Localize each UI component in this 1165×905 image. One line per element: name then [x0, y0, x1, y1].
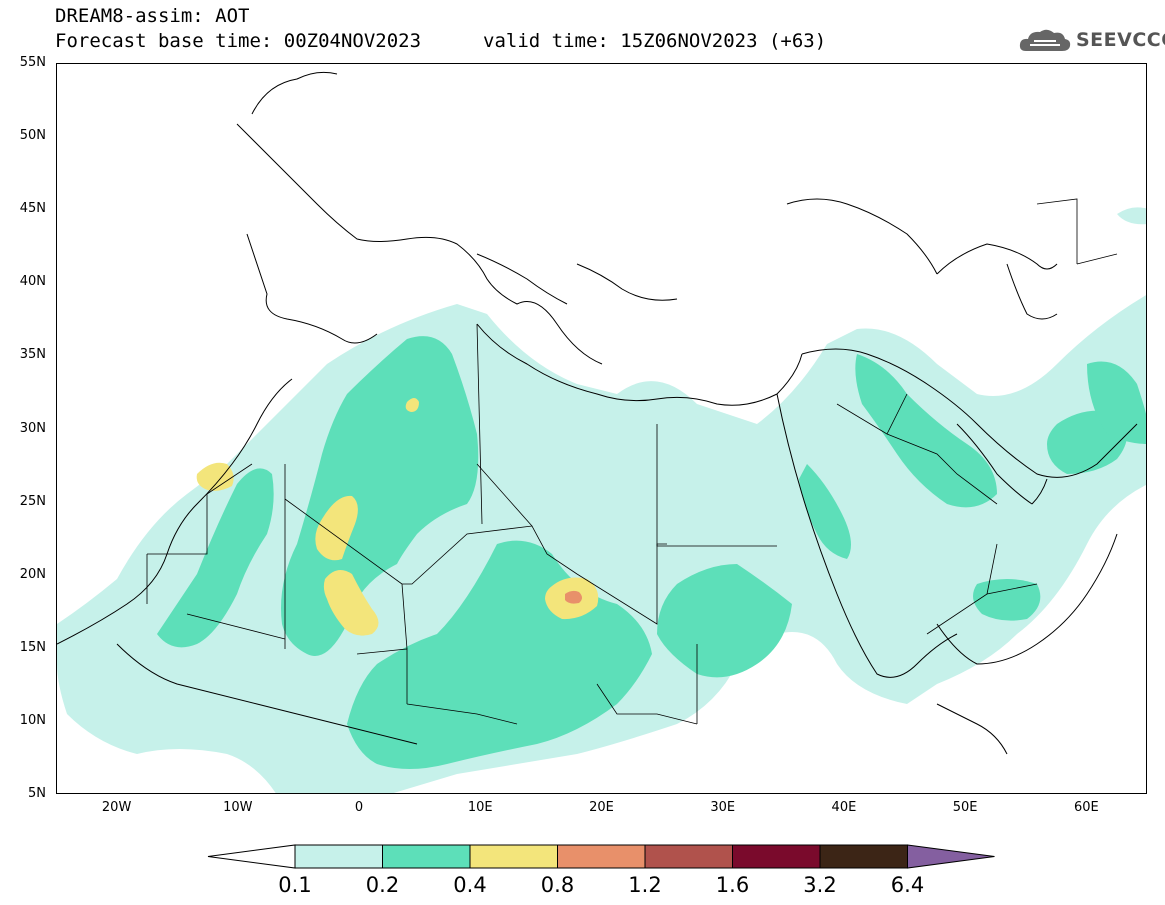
- lat-label: 30N: [19, 420, 46, 436]
- valid-time: valid time: 15Z06NOV2023 (+63): [483, 30, 827, 52]
- colorbar-level-label: 0.1: [278, 873, 312, 897]
- colorbar-swatch: [294, 844, 383, 869]
- colorbar-level-label: 1.2: [628, 873, 662, 897]
- seevccc-logo: SEEVCCC: [1018, 26, 1165, 54]
- colorbar-swatch: [644, 844, 733, 869]
- logo-text: SEEVCCC: [1076, 29, 1165, 51]
- aot-band-0.8: [565, 590, 582, 604]
- coastlines: [57, 71, 1138, 755]
- lat-label: 35N: [19, 347, 46, 363]
- colorbar-swatch: [557, 844, 646, 869]
- colorbar-level-label: 3.2: [803, 873, 837, 897]
- cloud-icon: [1019, 29, 1071, 51]
- lon-label: 60E: [1073, 800, 1099, 815]
- lon-label: 20W: [101, 800, 132, 815]
- lon-label: 10E: [467, 800, 493, 815]
- colorbar-level-label: 0.8: [540, 873, 575, 897]
- lat-label: 50N: [19, 128, 46, 144]
- lat-label: 25N: [19, 493, 46, 509]
- colorbar-swatch: [732, 844, 821, 869]
- colorbar-under-triangle: [207, 844, 296, 869]
- lon-label: 10W: [223, 800, 253, 815]
- lat-label: 55N: [19, 55, 46, 70]
- colorbar-level-label: 0.2: [365, 873, 400, 897]
- lon-label: 20E: [589, 800, 614, 815]
- lon-label: 0: [354, 800, 364, 815]
- map-panel: [56, 63, 1147, 794]
- lon-label: 30E: [710, 800, 736, 815]
- lon-label: 40E: [831, 800, 857, 815]
- map-title: DREAM8-assim: AOT: [55, 5, 250, 27]
- colorbar-swatch: [819, 844, 908, 869]
- lat-label: 20N: [19, 566, 46, 582]
- colorbar-over-triangle: [907, 844, 995, 869]
- lat-label: 40N: [19, 274, 46, 290]
- colorbar-level-label: 0.4: [453, 873, 487, 897]
- colorbar-level-label: 6.4: [890, 873, 925, 897]
- lat-label: 5N: [28, 786, 46, 801]
- lat-label: 10N: [19, 712, 46, 728]
- colorbar-level-label: 1.6: [715, 873, 750, 897]
- colorbar-swatch: [469, 844, 558, 869]
- aot-map: [57, 71, 1146, 793]
- borders: [146, 198, 1118, 725]
- lat-label: 45N: [19, 201, 46, 217]
- colorbar-swatch: [382, 844, 471, 869]
- lat-label: 15N: [19, 639, 46, 655]
- lon-label: 50E: [952, 800, 978, 815]
- forecast-base-time: Forecast base time: 00Z04NOV2023: [55, 30, 422, 52]
